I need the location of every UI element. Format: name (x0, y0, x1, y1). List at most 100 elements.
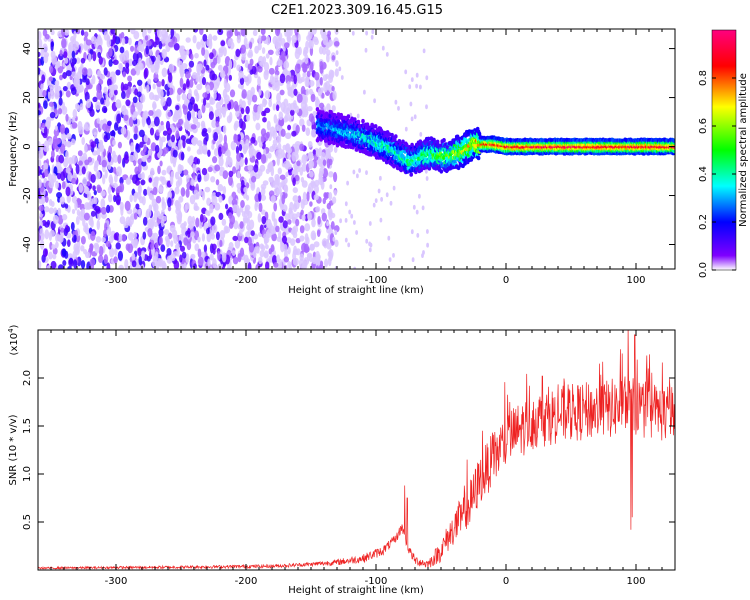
spectrogram-cell (186, 174, 190, 185)
spectrogram-cell (67, 171, 73, 182)
spectrogram-cell (77, 150, 83, 157)
spectrogram-cell (274, 29, 281, 37)
spectrogram-cell (119, 216, 126, 225)
spectrogram-cell (299, 143, 305, 152)
spectrogram-cell (178, 139, 182, 150)
spectrogram-cell (250, 136, 256, 144)
spectrogram-cell (138, 129, 145, 138)
spectrogram-cell (122, 71, 127, 78)
spectrogram-cell (290, 238, 296, 246)
spectrogram-cell (219, 166, 225, 173)
spectrogram-cell (137, 173, 144, 179)
spectrogram-cell (208, 39, 213, 50)
spectrogram-cell (302, 191, 307, 202)
spectrogram-cell (270, 166, 275, 177)
spectrogram-cell (106, 37, 112, 48)
spectrogram-cell (235, 145, 240, 155)
spectrogram-cell (251, 65, 257, 75)
spectrogram-cell (269, 145, 275, 153)
spectrogram-cell (66, 194, 71, 204)
spectrogram-cell (228, 74, 233, 81)
spectrogram-cell (273, 114, 278, 124)
spectrogram-cell (100, 206, 107, 215)
spectrogram-cell (185, 49, 190, 56)
spectrogram-cell (71, 177, 77, 185)
spectrogram-cell (299, 118, 305, 127)
spectrogram-cell (239, 221, 244, 229)
spectrogram-cell (241, 54, 246, 61)
spectrogram-cell (74, 200, 78, 211)
spectrogram-cell (137, 185, 142, 194)
spectrogram-cell (319, 102, 325, 109)
spectrogram-cell (258, 191, 262, 202)
spectrogram-cell (44, 169, 49, 178)
spectrogram-cell (170, 171, 174, 180)
spectrogram-cell (184, 71, 191, 79)
spectrogram-cell (356, 119, 361, 125)
spectrogram-cell (150, 242, 154, 250)
spectrogram-cell (218, 48, 224, 58)
spectrogram-cell (216, 250, 221, 261)
spectrogram-cell (326, 239, 330, 244)
spectrogram-cell (61, 181, 66, 190)
spectrogram-cell (232, 235, 238, 242)
spectrogram-cell (135, 101, 142, 110)
spectrogram-cell (47, 173, 53, 182)
spectrogram-cell (252, 29, 258, 37)
spectrogram-cell (283, 160, 290, 167)
spectrogram-cell (239, 77, 245, 86)
spectrogram-cell (139, 141, 144, 148)
spectrogram-cell (268, 67, 275, 75)
spectrogram-cell (130, 29, 136, 35)
spectrogram-cell (162, 130, 168, 136)
spectrogram-cell (106, 226, 112, 237)
spectrogram-cell (394, 99, 398, 105)
spectrogram-cell (213, 131, 219, 142)
spectrogram-cell (50, 260, 57, 269)
spectrogram-cell (115, 69, 121, 76)
spectrogram-cell (114, 36, 121, 45)
spectrogram-cell (155, 195, 162, 204)
spectrogram-cell (135, 143, 139, 150)
spectrogram-cell (229, 111, 233, 122)
spectrogram-cell (232, 166, 237, 174)
spectrogram-cell (421, 205, 425, 211)
spectrogram-cell (117, 141, 122, 149)
spectrogram-cell (247, 63, 253, 71)
spectrogram-cell (326, 202, 332, 210)
spectrogram-cell (92, 51, 97, 62)
spectrogram-cell (119, 176, 124, 185)
spectrogram-cell (186, 227, 191, 238)
spectrogram-cell (266, 120, 271, 131)
spectrogram-cell (311, 29, 317, 35)
spectrogram-cell (234, 120, 240, 129)
spectrogram-cell (415, 72, 419, 78)
spectrogram-cell (138, 208, 142, 218)
spectrogram-cell (238, 144, 243, 152)
spectrogram-cell (113, 194, 117, 203)
spectrogram-cell (128, 37, 132, 46)
spectrogram-cell (186, 146, 191, 152)
spectrogram-cell (178, 196, 184, 203)
spectrogram-cell (326, 103, 331, 112)
spectrogram-cell (108, 193, 113, 203)
spectrogram-cell (315, 148, 321, 158)
spectrogram-cell (193, 156, 199, 165)
spectrogram-cell (416, 233, 420, 238)
spectrogram-cell (310, 93, 316, 103)
spectrogram-cell (229, 89, 236, 98)
spectrogram-cell (221, 218, 227, 226)
spectrogram-cell (178, 60, 183, 69)
spectrogram-cell (78, 84, 84, 93)
spectrogram-cell (212, 35, 218, 41)
spectrogram-cell (114, 89, 118, 96)
spectrogram-cell (168, 41, 174, 48)
spectrogram-cell (307, 151, 314, 161)
spectrogram-cell (323, 82, 328, 93)
spectrogram-cell (71, 50, 76, 59)
spectrogram-cell (195, 217, 200, 228)
spectrogram-cell (142, 231, 147, 240)
spectrogram-cell (84, 185, 89, 195)
spectrogram-cell (64, 127, 70, 136)
spectrogram-cell (161, 215, 167, 222)
